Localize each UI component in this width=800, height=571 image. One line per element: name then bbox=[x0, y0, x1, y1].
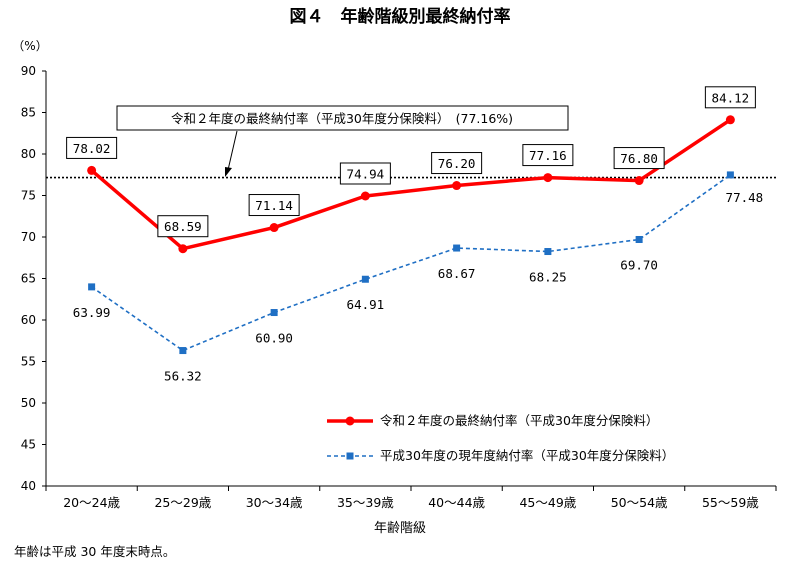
data-label-blue: 69.70 bbox=[620, 257, 658, 272]
y-tick-label: 85 bbox=[21, 106, 36, 120]
reference-label-box bbox=[116, 105, 569, 131]
data-label-box-red bbox=[339, 162, 391, 185]
x-tick-label: 50～54歳 bbox=[611, 495, 668, 510]
data-label-blue: 68.67 bbox=[438, 266, 476, 281]
data-point-red bbox=[634, 176, 644, 186]
data-point-red bbox=[452, 181, 462, 191]
series-line-blue bbox=[91, 174, 731, 352]
reference-arrowhead bbox=[225, 167, 232, 177]
x-tick-label: 45～49歳 bbox=[519, 495, 576, 510]
legend: 令和２年度の最終納付率（平成30年度分保険料） 平成30年度の現年度納付率（平成… bbox=[327, 413, 674, 463]
data-label-blue: 63.99 bbox=[73, 305, 111, 320]
x-axis-title: 年齢階級 bbox=[374, 521, 426, 536]
y-tick-label: 45 bbox=[21, 438, 36, 452]
data-label-red: 76.80 bbox=[620, 151, 658, 166]
data-point-blue bbox=[453, 244, 461, 252]
y-tick-label: 40 bbox=[21, 479, 36, 493]
y-tick-label: 75 bbox=[21, 189, 36, 203]
data-label-blue: 68.25 bbox=[529, 270, 567, 285]
y-axis: 40 45 50 55 60 65 70 75 80 85 90 bbox=[21, 64, 46, 493]
data-label-blue: 64.91 bbox=[347, 297, 385, 312]
y-tick-label: 65 bbox=[21, 272, 36, 286]
x-tick-label: 40～44歳 bbox=[428, 495, 485, 510]
x-tick-label: 30～34歳 bbox=[246, 495, 303, 510]
legend-label-blue: 平成30年度の現年度納付率（平成30年度分保険料） bbox=[380, 448, 674, 463]
x-axis: 20～24歳 25～29歳 30～34歳 35～39歳 40～44歳 45～49歳 50～5… bbox=[45, 486, 777, 510]
legend-marker-red bbox=[345, 416, 355, 426]
x-tick-label: 55～59歳 bbox=[702, 495, 759, 510]
data-labels: 78.02 68.59 71.14 74.94 76.20 77.16 76.80 84.12… bbox=[66, 86, 764, 384]
data-label-box-red bbox=[431, 152, 483, 175]
chart-title: 図４ 年齢階級別最終納付率 bbox=[290, 6, 511, 27]
data-point-red bbox=[725, 115, 735, 125]
y-tick-label: 80 bbox=[21, 147, 36, 161]
y-tick-label: 60 bbox=[21, 313, 36, 327]
data-point-blue bbox=[361, 275, 369, 283]
x-tick-label: 20～24歳 bbox=[63, 495, 120, 510]
data-label-box-red bbox=[522, 144, 574, 167]
data-label-red: 71.14 bbox=[255, 198, 293, 213]
data-point-blue bbox=[88, 283, 96, 291]
data-label-blue: 60.90 bbox=[255, 331, 293, 346]
data-label-box-red bbox=[248, 194, 300, 217]
data-label-blue: 56.32 bbox=[164, 369, 202, 384]
data-label-red: 76.20 bbox=[438, 156, 476, 171]
reference-label: 令和２年度の最終納付率（平成30年度分保険料） (77.16%) bbox=[171, 111, 513, 126]
data-label-red: 78.02 bbox=[73, 141, 111, 156]
x-tick-label: 25～29歳 bbox=[154, 495, 211, 510]
data-point-blue bbox=[726, 171, 734, 179]
y-tick-label: 55 bbox=[21, 355, 36, 369]
data-label-box-red bbox=[613, 147, 665, 170]
data-point-blue bbox=[270, 309, 278, 317]
data-point-red bbox=[87, 165, 97, 175]
y-axis-unit-label: （%） bbox=[12, 39, 47, 53]
data-label-box-red bbox=[66, 136, 118, 159]
data-label-red: 68.59 bbox=[164, 219, 202, 234]
data-point-red bbox=[360, 191, 370, 201]
legend-label-red: 令和２年度の最終納付率（平成30年度分保険料） bbox=[380, 413, 658, 428]
data-point-red bbox=[269, 223, 279, 233]
data-point-red bbox=[178, 244, 188, 254]
series-line-red bbox=[90, 118, 732, 251]
y-tick-label: 70 bbox=[21, 230, 36, 244]
reference-arrow bbox=[227, 130, 238, 171]
series-layer bbox=[87, 115, 735, 355]
footnote: 年齢は平成 30 年度末時点。 bbox=[14, 544, 175, 559]
x-tick-label: 35～39歳 bbox=[337, 495, 394, 510]
data-label-box-red bbox=[157, 215, 209, 238]
data-label-blue: 77.48 bbox=[726, 190, 764, 205]
legend-marker-blue bbox=[346, 452, 354, 460]
y-tick-label: 50 bbox=[21, 396, 36, 410]
data-label-red: 84.12 bbox=[712, 90, 750, 105]
data-point-blue bbox=[179, 347, 187, 355]
y-tick-label: 90 bbox=[21, 64, 36, 78]
data-point-blue bbox=[635, 235, 643, 243]
data-label-red: 77.16 bbox=[529, 148, 567, 163]
data-label-red: 74.94 bbox=[347, 166, 385, 181]
data-point-blue bbox=[544, 248, 552, 256]
data-label-box-red bbox=[704, 86, 756, 109]
data-point-red bbox=[543, 173, 553, 183]
